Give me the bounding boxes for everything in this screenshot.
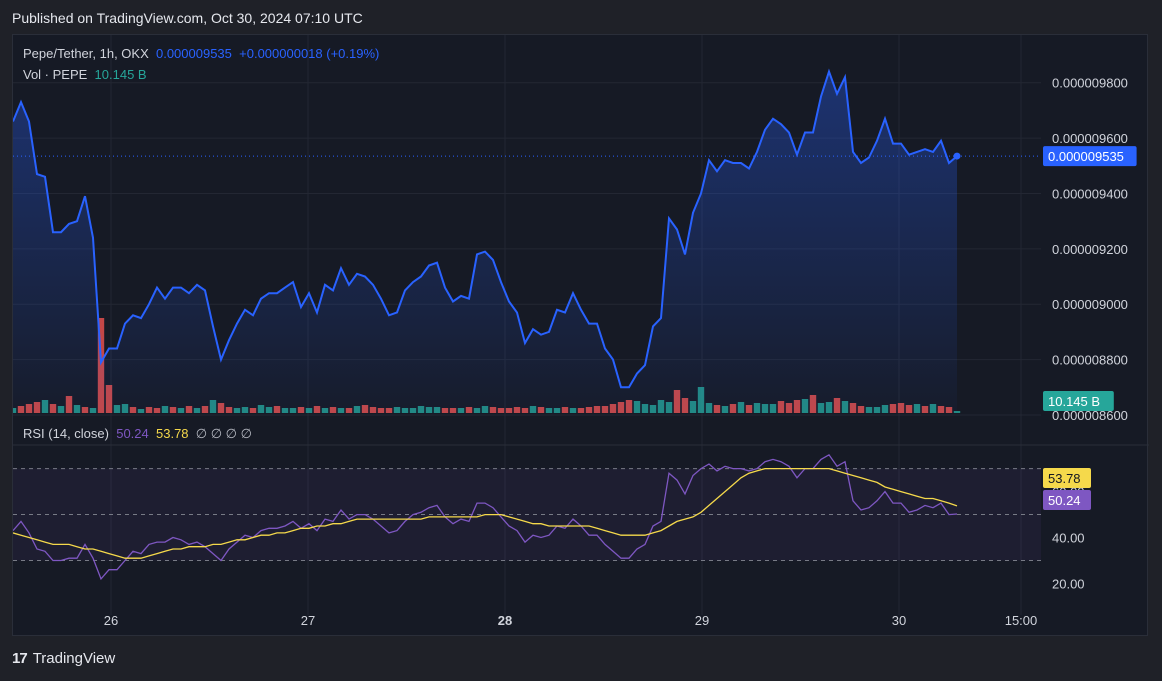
volume-legend: Vol · PEPE 10.145 B	[23, 67, 147, 82]
rsi-ma-badge-text: 53.78	[1048, 471, 1081, 486]
price-legend: Pepe/Tether, 1h, OKX 0.000009535 +0.0000…	[23, 46, 379, 61]
last-price-badge-text: 0.000009535	[1048, 149, 1124, 164]
tradingview-brand[interactable]: 17 TradingView	[12, 650, 115, 667]
chart-panel[interactable]: 0.000009800 0.000009600 0.000009400 0.00000…	[12, 34, 1149, 637]
price-value: 0.000009535	[155, 46, 232, 61]
price-axis-tick: 0.000009600	[1052, 131, 1128, 146]
time-axis-tick: 27	[301, 613, 315, 628]
time-axis-tick: 26	[104, 613, 118, 628]
published-caption: Published on TradingView.com, Oct 30, 20…	[12, 10, 363, 26]
last-price-dot	[953, 152, 961, 160]
rsi-label[interactable]: RSI (14, close)	[23, 426, 109, 441]
rsi-extra-values: ∅ ∅ ∅ ∅	[195, 426, 252, 441]
volume-label[interactable]: Vol · PEPE	[23, 67, 88, 82]
price-axis-tick: 0.000008800	[1052, 353, 1128, 368]
rsi-ma-badge-bg	[1043, 468, 1091, 488]
rsi-axis-tick: 20.00	[1052, 577, 1085, 592]
price-axis-tick: 0.000009800	[1052, 76, 1128, 91]
rsi-legend: RSI (14, close) 50.24 53.78 ∅ ∅ ∅ ∅	[23, 426, 252, 442]
rsi-badge-text: 50.24	[1048, 493, 1081, 508]
chart-svg[interactable]: 0.000009800 0.000009600 0.000009400 0.00000…	[13, 35, 1149, 637]
rsi-line[interactable]	[13, 453, 958, 581]
time-axis-tick: 28	[498, 613, 512, 628]
tradingview-logo-icon: 17	[12, 650, 28, 667]
price-area-fill	[13, 71, 957, 413]
volume-value: 10.145 B	[94, 67, 147, 82]
price-axis-tick: 0.000009200	[1052, 242, 1128, 257]
volume-badge-bg	[1043, 391, 1114, 411]
rsi-value: 50.24	[116, 426, 149, 441]
volume-badge-text: 10.145 B	[1048, 394, 1100, 409]
price-axis-tick: 0.000009400	[1052, 186, 1128, 201]
rsi-axis-tick: 40.00	[1052, 531, 1085, 546]
volume-badge: 10.145 B	[1043, 391, 1114, 411]
time-axis-tick: 30	[892, 613, 906, 628]
rsi-ma-line[interactable]	[13, 467, 958, 559]
last-price-badge: 0.000009535	[1043, 146, 1137, 167]
rsi-badge-bg	[1043, 490, 1091, 510]
last-price-badge-bg	[1043, 146, 1137, 167]
price-axis-tick: 0.000009000	[1052, 297, 1128, 312]
time-axis-tick: 15:00	[1005, 613, 1038, 628]
price-change: +0.000000018 (+0.19%)	[239, 46, 380, 61]
symbol-label[interactable]: Pepe/Tether, 1h, OKX	[23, 46, 149, 61]
price-axis-tick: 0.000008600	[1052, 408, 1128, 423]
brand-name: TradingView	[32, 650, 116, 667]
rsi-ma-value: 53.78	[156, 426, 189, 441]
rsi-ma-badge: 53.78	[1043, 468, 1091, 488]
rsi-badge: 50.24	[1043, 490, 1091, 510]
price-line[interactable]	[13, 68, 958, 389]
time-axis-tick: 29	[695, 613, 709, 628]
